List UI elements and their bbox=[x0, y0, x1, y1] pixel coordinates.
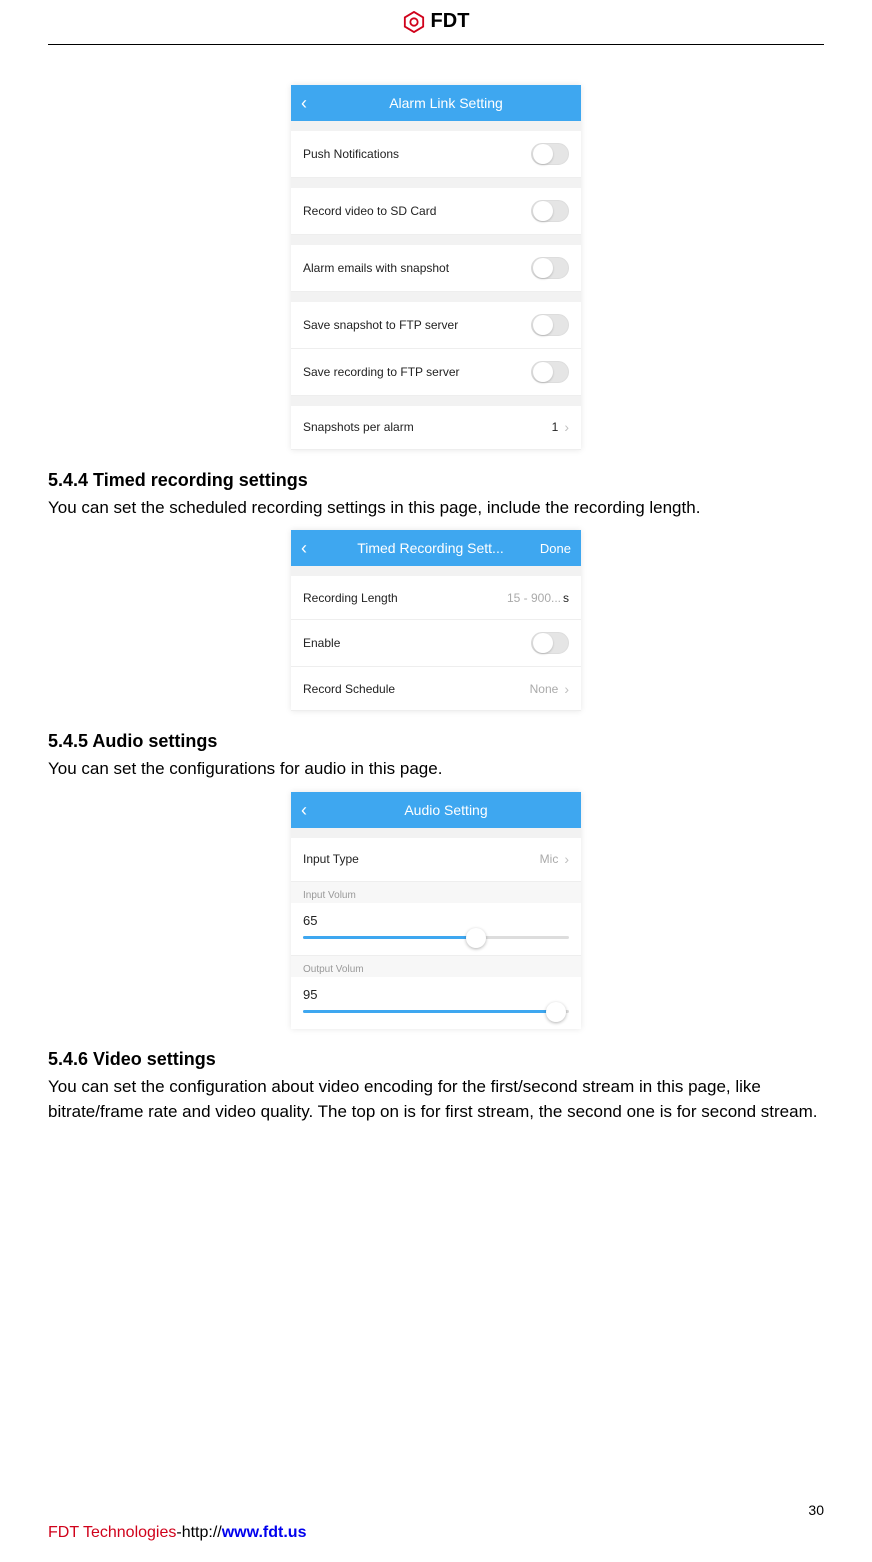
output-volum-slider[interactable]: 95 bbox=[291, 977, 581, 1029]
rec-len-unit: s bbox=[563, 591, 569, 605]
row-enable[interactable]: Enable bbox=[291, 620, 581, 667]
row-alarm-email[interactable]: Alarm emails with snapshot bbox=[291, 245, 581, 292]
heading-545: 5.4.5 Audio settings bbox=[48, 731, 824, 752]
audio-setting-screenshot: ‹ Audio Setting Input Type Mic › Input V… bbox=[48, 792, 824, 1029]
text-545: You can set the configurations for audio… bbox=[48, 756, 824, 782]
brand-text: FDT bbox=[431, 10, 470, 33]
label: Enable bbox=[303, 636, 340, 650]
toggle-save-snap-ftp[interactable] bbox=[531, 314, 569, 336]
slider-thumb[interactable] bbox=[546, 1002, 566, 1022]
row-save-rec-ftp[interactable]: Save recording to FTP server bbox=[291, 349, 581, 396]
toggle-record-sd[interactable] bbox=[531, 200, 569, 222]
toggle-alarm-email[interactable] bbox=[531, 257, 569, 279]
nav-title: Audio Setting bbox=[321, 802, 571, 818]
page-number: 30 bbox=[48, 1502, 824, 1518]
row-push-notifications[interactable]: Push Notifications bbox=[291, 131, 581, 178]
label: Push Notifications bbox=[303, 147, 399, 161]
text-546: You can set the configuration about vide… bbox=[48, 1074, 824, 1125]
label: Save recording to FTP server bbox=[303, 365, 460, 379]
row-input-type[interactable]: Input Type Mic › bbox=[291, 838, 581, 882]
row-save-snap-ftp[interactable]: Save snapshot to FTP server bbox=[291, 302, 581, 349]
back-icon[interactable]: ‹ bbox=[301, 94, 321, 112]
label: Snapshots per alarm bbox=[303, 420, 414, 434]
label: Input Type bbox=[303, 852, 359, 866]
label: Alarm emails with snapshot bbox=[303, 261, 449, 275]
label: Record video to SD Card bbox=[303, 204, 436, 218]
footer-url[interactable]: www.fdt.us bbox=[222, 1524, 307, 1541]
timed-recording-screenshot: ‹ Timed Recording Sett... Done Recording… bbox=[48, 530, 824, 711]
row-record-sd[interactable]: Record video to SD Card bbox=[291, 188, 581, 235]
output-volum-label: Output Volum bbox=[291, 956, 581, 977]
output-volum-val: 95 bbox=[303, 987, 569, 1002]
row-recording-length[interactable]: Recording Length 15 - 900... s bbox=[291, 576, 581, 620]
fdt-logo-icon bbox=[403, 11, 425, 33]
heading-546: 5.4.6 Video settings bbox=[48, 1049, 824, 1070]
slider-fill bbox=[303, 936, 476, 939]
chevron-right-icon: › bbox=[564, 681, 569, 697]
toggle-enable[interactable] bbox=[531, 632, 569, 654]
slider-fill bbox=[303, 1010, 556, 1013]
label: Save snapshot to FTP server bbox=[303, 318, 458, 332]
chevron-right-icon: › bbox=[564, 851, 569, 867]
label: Recording Length bbox=[303, 591, 398, 605]
heading-544: 5.4.4 Timed recording settings bbox=[48, 470, 824, 491]
toggle-push[interactable] bbox=[531, 143, 569, 165]
input-volum-slider[interactable]: 65 bbox=[291, 903, 581, 956]
alarm-link-screenshot: ‹ Alarm Link Setting Push Notifications … bbox=[48, 85, 824, 450]
text-544: You can set the scheduled recording sett… bbox=[48, 495, 824, 521]
toggle-save-rec-ftp[interactable] bbox=[531, 361, 569, 383]
row-snapshots-per-alarm[interactable]: Snapshots per alarm 1 › bbox=[291, 406, 581, 450]
page-header: FDT bbox=[48, 0, 824, 45]
input-type-val: Mic bbox=[540, 852, 559, 866]
label: Record Schedule bbox=[303, 682, 395, 696]
schedule-val: None bbox=[530, 682, 559, 696]
back-icon[interactable]: ‹ bbox=[301, 801, 321, 819]
done-button[interactable]: Done bbox=[540, 541, 571, 556]
nav-title: Timed Recording Sett... bbox=[321, 540, 540, 556]
page-footer: 30 FDT Technologies-http://www.fdt.us bbox=[48, 1502, 824, 1542]
chevron-right-icon: › bbox=[564, 419, 569, 435]
row-record-schedule[interactable]: Record Schedule None › bbox=[291, 667, 581, 711]
footer-company: FDT Technologies bbox=[48, 1524, 176, 1541]
input-volum-val: 65 bbox=[303, 913, 569, 928]
input-volum-label: Input Volum bbox=[291, 882, 581, 903]
slider-thumb[interactable] bbox=[466, 928, 486, 948]
footer-proto: http:// bbox=[182, 1524, 222, 1541]
nav-title: Alarm Link Setting bbox=[321, 95, 571, 111]
back-icon[interactable]: ‹ bbox=[301, 539, 321, 557]
snap-value: 1 bbox=[552, 420, 559, 434]
rec-len-hint: 15 - 900... bbox=[507, 591, 561, 605]
